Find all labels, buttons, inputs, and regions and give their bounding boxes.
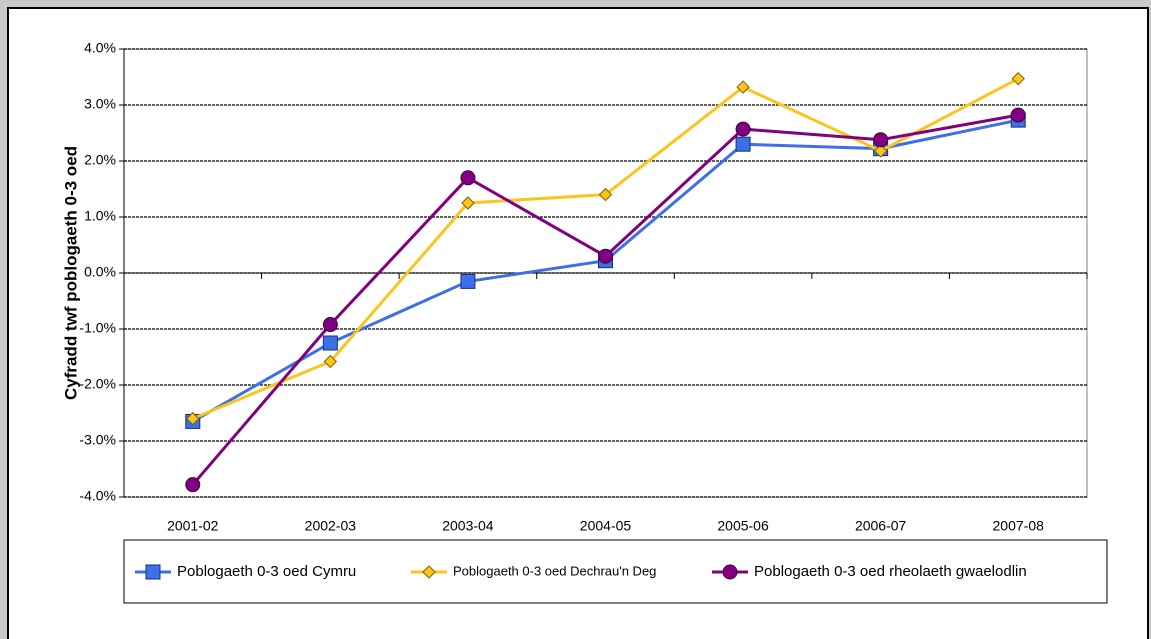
marker [322, 317, 338, 333]
x-tick-label: 2001-02 [167, 518, 219, 534]
marker [186, 411, 200, 426]
x-tick-label: 2007-08 [993, 518, 1045, 534]
marker [322, 335, 338, 351]
marker [145, 564, 161, 580]
y-tick-label: 1.0% [84, 208, 116, 224]
marker [735, 121, 751, 137]
marker [722, 564, 738, 580]
y-tick-label: -2.0% [79, 376, 116, 392]
x-tick-label: 2004-05 [580, 518, 632, 534]
y-tick-label: 2.0% [84, 152, 116, 168]
marker [460, 273, 476, 289]
marker [1010, 107, 1026, 123]
marker [323, 354, 338, 369]
y-tick-label: 4.0% [84, 40, 116, 56]
y-tick-label: -3.0% [79, 432, 116, 448]
x-tick-label: 2002-03 [305, 518, 357, 534]
y-tick-label: -4.0% [79, 488, 116, 504]
y-tick-label: 0.0% [84, 264, 116, 280]
marker [1011, 71, 1025, 86]
marker [873, 144, 888, 158]
y-tick-label: -1.0% [79, 320, 116, 336]
marker [736, 80, 750, 94]
legend-label: Poblogaeth 0-3 oed Cymru [177, 563, 356, 580]
legend-label: Poblogaeth 0-3 oed rheolaeth gwaelodlin [754, 563, 1027, 580]
marker [598, 248, 613, 264]
y-tick-label: 3.0% [84, 96, 116, 112]
marker [873, 132, 889, 148]
marker [185, 477, 201, 493]
marker [598, 187, 613, 202]
legend-label: Poblogaeth 0-3 oed Dechrau'n Deg [453, 563, 656, 578]
y-axis-label: Cyfradd twf poblogaeth 0-3 oed [61, 146, 80, 400]
x-tick-label: 2006-07 [855, 518, 907, 534]
marker [735, 136, 751, 152]
x-tick-label: 2005-06 [717, 518, 769, 534]
legend-box [123, 539, 1108, 604]
marker [460, 170, 476, 186]
marker [422, 565, 436, 579]
x-tick-label: 2003-04 [442, 518, 494, 534]
marker [461, 196, 475, 210]
